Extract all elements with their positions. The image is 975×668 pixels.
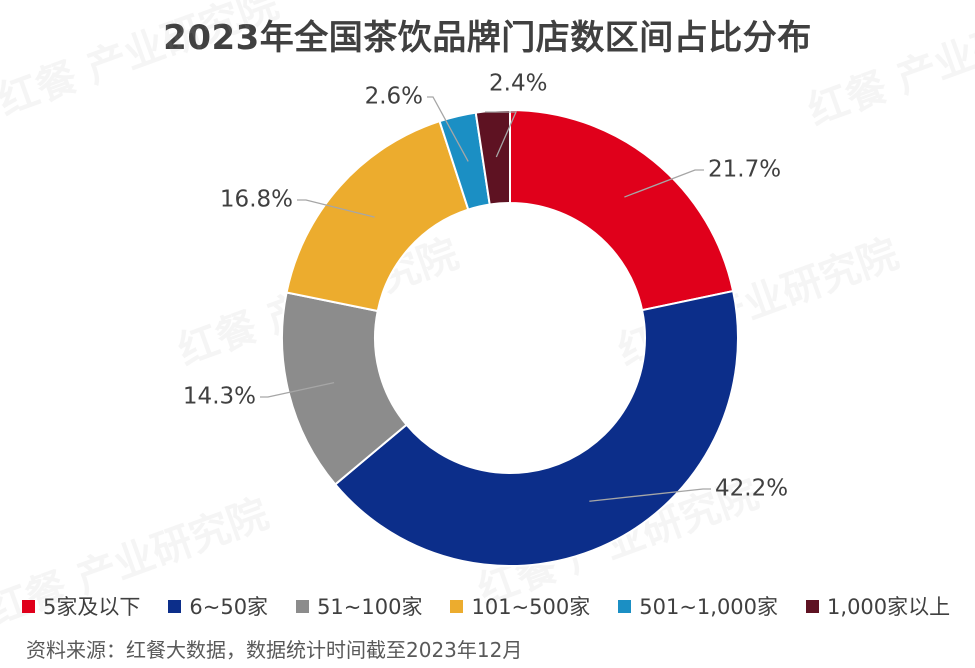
leader-line — [485, 111, 517, 158]
legend-swatch — [22, 599, 35, 613]
leader-line — [427, 96, 469, 162]
leader-line — [260, 381, 335, 398]
legend-item: 5家及以下 — [22, 591, 140, 621]
legend-label: 1,000家以上 — [827, 595, 951, 619]
data-label: 2.4% — [489, 71, 547, 97]
donut-slice — [333, 289, 739, 567]
data-label: 14.3% — [183, 384, 256, 410]
donut-slice — [285, 119, 470, 313]
legend-swatch — [450, 599, 464, 613]
donut-slice — [509, 108, 735, 312]
legend-item: 1,000家以上 — [806, 591, 950, 621]
data-label: 42.2% — [715, 476, 788, 502]
donut-slice — [474, 108, 511, 206]
legend-swatch — [296, 599, 310, 613]
legend-label: 101~500家 — [471, 595, 591, 619]
legend-swatch — [618, 599, 632, 613]
chart-legend: 5家及以下 6~50家 51~100家 101~500家 501~1,000家 1,000… — [22, 591, 950, 621]
legend-swatch — [168, 599, 182, 613]
legend-label: 51~100家 — [317, 595, 423, 619]
legend-item: 501~1,000家 — [618, 591, 778, 621]
legend-label: 6~50家 — [189, 595, 269, 619]
source-note: 资料来源：红餐大数据，数据统计时间截至2023年12月 — [26, 638, 523, 662]
leader-line — [589, 488, 711, 502]
data-label: 2.6% — [365, 84, 423, 110]
leader-line — [297, 199, 375, 218]
legend-swatch — [806, 599, 820, 613]
legend-item: 6~50家 — [168, 591, 268, 621]
legend-item: 101~500家 — [450, 591, 590, 621]
legend-item: 51~100家 — [296, 591, 422, 621]
legend-label: 5家及以下 — [43, 595, 141, 619]
leader-line — [624, 169, 704, 198]
data-label: 21.7% — [708, 157, 781, 183]
data-label: 16.8% — [220, 187, 293, 213]
legend-label: 501~1,000家 — [639, 595, 779, 619]
chart-title: 2023年全国茶饮品牌门店数区间占比分布 — [163, 18, 812, 58]
